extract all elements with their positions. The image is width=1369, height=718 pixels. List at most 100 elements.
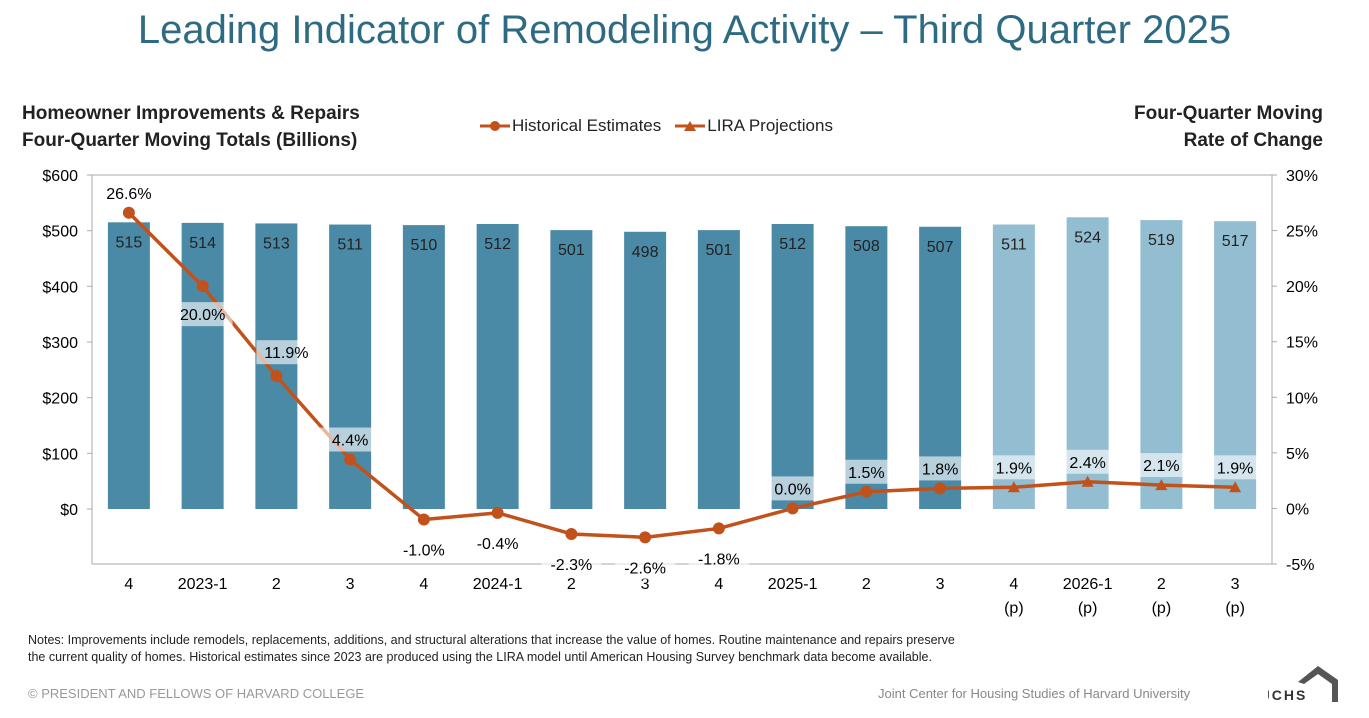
right-axis-title: Four-Quarter Moving Rate of Change bbox=[1134, 100, 1323, 154]
rate-label: 4.4% bbox=[332, 433, 368, 450]
right-tick-label: 5% bbox=[1286, 446, 1309, 463]
page-title: Leading Indicator of Remodeling Activity… bbox=[137, 8, 1232, 52]
rate-label: 2.4% bbox=[1069, 455, 1105, 472]
rate-label-bg bbox=[762, 476, 823, 501]
bar-value-label: 498 bbox=[632, 244, 659, 261]
notes: Notes: Improvements include remodels, re… bbox=[28, 632, 1208, 666]
bar-value-label: 519 bbox=[1148, 232, 1175, 249]
rate-label: 11.9% bbox=[264, 345, 308, 362]
x-tick-label: 2 bbox=[272, 576, 281, 593]
bar bbox=[697, 230, 740, 510]
bar-value-label: 513 bbox=[263, 235, 290, 252]
rate-label-bg bbox=[256, 340, 317, 365]
right-axis-title-line: Four-Quarter Moving bbox=[1134, 103, 1323, 124]
left-axis-title: Homeowner Improvements & Repairs Four-Qu… bbox=[22, 100, 360, 154]
x-tick-label: 2 bbox=[862, 576, 871, 593]
bar bbox=[402, 225, 445, 509]
x-tick-label: 4 bbox=[1009, 576, 1018, 593]
rate-label-bg bbox=[393, 537, 454, 562]
bar-value-label: 510 bbox=[411, 237, 438, 254]
left-tick-label: $600 bbox=[42, 168, 78, 185]
bar-value-label: 511 bbox=[1001, 237, 1027, 254]
left-tick-label: $400 bbox=[42, 279, 78, 296]
svg-text:JCHS: JCHS bbox=[1268, 687, 1307, 702]
projection-point bbox=[1081, 475, 1094, 487]
rate-label: -0.4% bbox=[477, 536, 519, 553]
legend-item-projections: LIRA Projections bbox=[675, 116, 833, 136]
bar-value-label: 512 bbox=[484, 236, 511, 253]
bar bbox=[329, 224, 372, 509]
projection-point bbox=[1155, 479, 1168, 491]
projection-point bbox=[1229, 481, 1242, 493]
rate-label-bg bbox=[172, 302, 233, 327]
rate-label-bg bbox=[983, 455, 1044, 480]
bar bbox=[107, 222, 150, 510]
right-tick-label: 0% bbox=[1286, 501, 1309, 518]
rate-label: 20.0% bbox=[180, 307, 225, 324]
historical-point bbox=[344, 453, 357, 466]
x-tick-label: 2 bbox=[567, 576, 576, 593]
x-tick-label: 2024-1 bbox=[473, 576, 523, 593]
historical-point bbox=[639, 531, 652, 544]
x-tick-label: 3 bbox=[641, 576, 650, 593]
left-tick-label: $500 bbox=[42, 224, 78, 241]
bar-value-label: 524 bbox=[1074, 229, 1101, 246]
x-tick-sublabel: (p) bbox=[1004, 600, 1024, 617]
bar-value-label: 507 bbox=[927, 239, 954, 256]
right-tick-label: 30% bbox=[1286, 168, 1318, 185]
rate-label: 2.1% bbox=[1143, 458, 1179, 475]
bar-value-label: 514 bbox=[189, 235, 216, 252]
bar-value-label: 501 bbox=[706, 242, 733, 259]
x-tick-label: 2026-1 bbox=[1063, 576, 1113, 593]
x-tick-label: 2025-1 bbox=[768, 576, 818, 593]
historical-point bbox=[934, 482, 947, 495]
right-tick-label: 15% bbox=[1286, 335, 1318, 352]
rate-label-bg bbox=[1205, 455, 1266, 480]
rate-label: 1.9% bbox=[1217, 460, 1253, 477]
right-tick-label: 25% bbox=[1286, 224, 1318, 241]
historical-point bbox=[786, 502, 799, 515]
rate-label-bg bbox=[320, 427, 381, 452]
rate-label: -2.3% bbox=[550, 557, 592, 574]
rate-label-bg bbox=[688, 546, 749, 571]
historical-point bbox=[565, 527, 578, 540]
historical-point bbox=[270, 370, 283, 383]
rate-label: 0.0% bbox=[774, 481, 810, 498]
x-tick-sublabel: (p) bbox=[1225, 600, 1245, 617]
rate-label: -1.8% bbox=[698, 551, 740, 568]
right-tick-label: -5% bbox=[1286, 557, 1314, 574]
rate-label: -1.0% bbox=[403, 543, 445, 560]
right-tick-label: 20% bbox=[1286, 279, 1318, 296]
x-tick-label: 4 bbox=[419, 576, 428, 593]
rate-label: 1.8% bbox=[922, 461, 958, 478]
right-tick-label: 10% bbox=[1286, 390, 1318, 407]
rate-label-bg bbox=[541, 551, 602, 576]
legend: Historical Estimates LIRA Projections bbox=[480, 116, 833, 136]
legend-label: LIRA Projections bbox=[707, 116, 833, 135]
notes-line: the current quality of homes. Historical… bbox=[28, 650, 932, 664]
bar bbox=[550, 230, 593, 510]
rate-label: 1.9% bbox=[996, 460, 1032, 477]
x-tick-label: 4 bbox=[714, 576, 723, 593]
left-tick-label: $200 bbox=[42, 391, 78, 408]
bar-value-label: 512 bbox=[779, 236, 806, 253]
right-axis-title-line: Rate of Change bbox=[1183, 130, 1323, 151]
historical-point bbox=[417, 513, 430, 526]
notes-line: Notes: Improvements include remodels, re… bbox=[28, 633, 955, 647]
bar bbox=[624, 231, 667, 509]
left-tick-label: $100 bbox=[42, 446, 78, 463]
bar bbox=[181, 222, 224, 509]
rate-label-bg bbox=[1057, 449, 1118, 474]
rate-label-bg bbox=[615, 555, 676, 580]
x-tick-label: 3 bbox=[346, 576, 355, 593]
bar bbox=[476, 223, 519, 509]
bar bbox=[771, 223, 814, 509]
bar-value-label: 511 bbox=[337, 237, 363, 254]
triangle-marker-icon bbox=[675, 121, 706, 131]
x-tick-sublabel: (p) bbox=[1152, 600, 1172, 617]
bar-value-label: 515 bbox=[116, 234, 143, 251]
org-name: Joint Center for Housing Studies of Harv… bbox=[878, 686, 1191, 701]
left-tick-label: $300 bbox=[42, 335, 78, 352]
historical-point bbox=[860, 485, 873, 498]
historical-point bbox=[491, 506, 504, 519]
